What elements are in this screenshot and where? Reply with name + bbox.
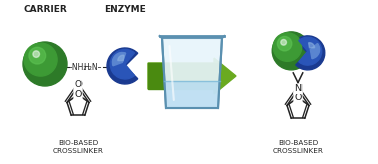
Wedge shape bbox=[112, 52, 126, 66]
Wedge shape bbox=[118, 55, 124, 61]
Text: ENZYME: ENZYME bbox=[104, 4, 146, 13]
Wedge shape bbox=[107, 48, 138, 84]
FancyArrow shape bbox=[148, 58, 236, 94]
Text: BIO-BASED: BIO-BASED bbox=[58, 140, 98, 146]
Circle shape bbox=[272, 32, 310, 70]
Polygon shape bbox=[162, 38, 222, 108]
Circle shape bbox=[29, 47, 46, 64]
Circle shape bbox=[23, 42, 67, 86]
Wedge shape bbox=[299, 37, 322, 65]
Text: CARRIER: CARRIER bbox=[23, 4, 67, 13]
Wedge shape bbox=[110, 49, 135, 79]
Wedge shape bbox=[296, 36, 325, 70]
FancyArrow shape bbox=[148, 63, 218, 89]
Text: O: O bbox=[74, 90, 82, 99]
Text: –NH₂: –NH₂ bbox=[69, 62, 87, 72]
Text: CROSSLINKER: CROSSLINKER bbox=[273, 148, 324, 154]
Circle shape bbox=[281, 40, 287, 45]
Text: O: O bbox=[294, 93, 302, 102]
Circle shape bbox=[273, 33, 302, 61]
Text: BIO-BASED: BIO-BASED bbox=[278, 140, 318, 146]
Wedge shape bbox=[310, 43, 320, 59]
Circle shape bbox=[277, 36, 292, 51]
Circle shape bbox=[24, 43, 57, 76]
Polygon shape bbox=[164, 81, 220, 108]
Text: H₂N–: H₂N– bbox=[84, 62, 102, 72]
Text: CROSSLINKER: CROSSLINKER bbox=[53, 148, 104, 154]
Text: N: N bbox=[294, 84, 301, 93]
Text: O: O bbox=[75, 80, 82, 89]
Wedge shape bbox=[308, 43, 314, 48]
Text: O: O bbox=[74, 80, 81, 89]
Text: N: N bbox=[295, 84, 302, 93]
Circle shape bbox=[33, 51, 39, 57]
